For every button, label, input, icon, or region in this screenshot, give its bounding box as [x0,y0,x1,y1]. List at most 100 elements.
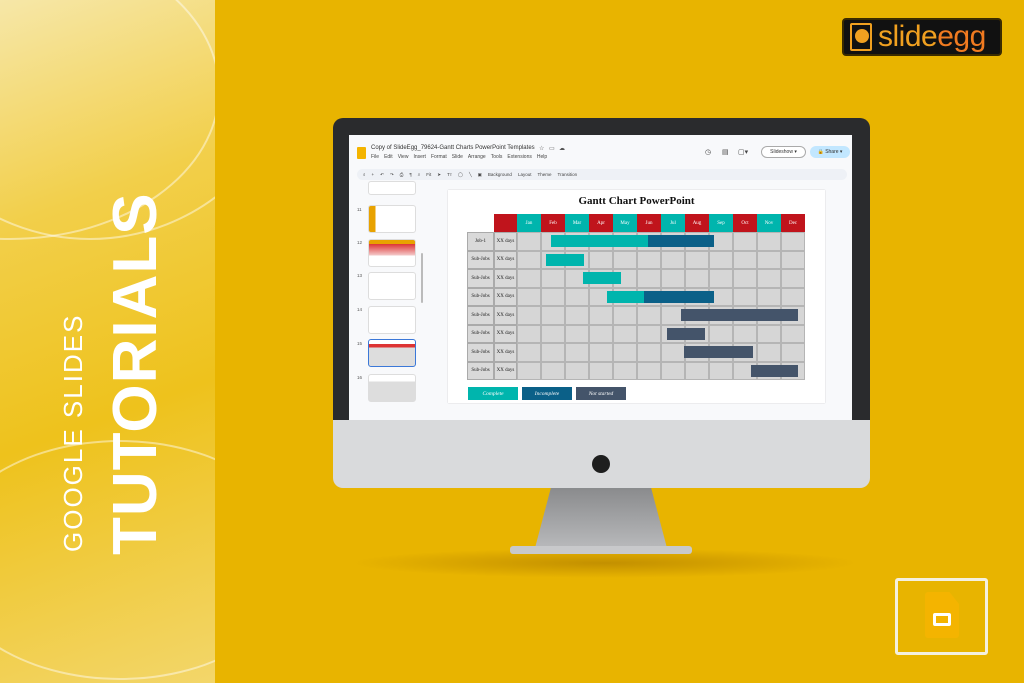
search-icon[interactable]: ⌕ [363,172,366,177]
slide-thumbnail[interactable] [368,374,416,402]
row-duration: XX days [494,232,517,251]
month-header: Jul [661,214,685,232]
gantt-chart: Jan Feb Mar Apr May Jun Jul Aug Sep Oct Nov Dec Job-… [448,190,825,403]
logo-text: egg [937,20,986,53]
logo-text: slide [878,20,938,53]
menu-slide[interactable]: Slide [451,154,463,160]
row-label: Sub-Jobs [467,287,494,306]
line-icon[interactable]: ╲ [468,171,472,177]
layout-button[interactable]: Layout [517,172,532,177]
header-label-cell [494,214,517,232]
grid-cell [733,324,757,343]
grid-cell [685,361,709,380]
menu-view[interactable]: View [397,154,409,160]
menu-format[interactable]: Format [430,154,447,160]
slideshow-button[interactable]: Slideshow ▾ [761,146,806,158]
star-icon[interactable]: ☆ [539,146,545,152]
grid-cell [709,269,733,288]
slide-thumbnail[interactable] [368,205,416,233]
paint-format-icon[interactable]: ¶ [409,172,412,177]
grid-cell [517,287,541,306]
grid-cell [589,250,613,269]
grid-cell [685,269,709,288]
row-duration: XX days [494,250,517,269]
gantt-bar-not-started [683,346,754,358]
legend-item: Not started [576,387,626,400]
gantt-bar-not-started [751,364,798,377]
grid-cell [733,287,757,306]
grid-cell [757,287,781,306]
comments-icon[interactable]: ▤ [722,149,729,156]
add-icon[interactable]: + [371,172,375,177]
menu-insert[interactable]: Insert [413,154,426,160]
grid-cell [781,343,805,362]
select-icon[interactable]: ➤ [437,171,442,177]
gantt-bar-complete [607,290,645,303]
decorative-curve [0,440,215,680]
menu-edit[interactable]: Edit [384,154,393,160]
folder-icon[interactable]: ▭ [549,146,555,152]
grid-cell [661,343,685,362]
month-header: Jan [517,214,541,232]
grid-cell [757,250,781,269]
decorative-curve [0,0,215,240]
gantt-bar-complete [545,253,585,266]
month-header: Oct [733,214,757,232]
google-slides-badge [895,578,988,655]
grid-cell [517,306,541,325]
comment-icon[interactable]: ▣ [477,171,482,177]
slide-thumbnail[interactable] [368,239,416,267]
grid-cell [613,324,637,343]
background-button[interactable]: Background [487,172,512,177]
menu-file[interactable]: File [371,154,380,160]
zoom-icon[interactable]: ⌕ [417,172,421,177]
cloud-icon[interactable]: ☁ [559,146,565,152]
grid-cell [541,306,565,325]
theme-button[interactable]: Theme [537,172,552,177]
thumbnails-scrollbar[interactable] [421,253,423,303]
meet-icon[interactable]: ▢▾ [738,149,749,156]
zoom-select[interactable]: Fit [426,172,432,177]
grid-cell [517,343,541,362]
row-duration: XX days [494,306,517,325]
slides-app-icon[interactable] [357,147,366,159]
document-title[interactable]: Copy of SlideEgg_79624-Gantt Charts Powe… [371,145,535,151]
slide-thumbnail-selected[interactable] [368,339,416,367]
grid-cell [541,287,565,306]
shape-icon[interactable]: ◯ [457,171,463,177]
grid-cell [517,250,541,269]
row-duration: XX days [494,343,517,362]
textbox-icon[interactable]: Tт [447,172,452,177]
menu-arrange[interactable]: Arrange [467,154,486,160]
print-icon[interactable]: ⎙ [399,172,404,177]
redo-icon[interactable]: ↷ [389,171,394,177]
grid-cell [637,306,661,325]
grid-cell [661,361,685,380]
gantt-bar-not-started [681,309,798,321]
slide-thumbnail[interactable] [368,272,416,300]
legend-item: Incomplete [522,387,572,400]
grid-cell [565,287,589,306]
slide-number: 11 [357,207,362,212]
slide-canvas[interactable]: Gantt Chart PowerPoint Jan Feb Mar Apr May Ju… [448,190,825,403]
grid-cell [757,324,781,343]
slide-thumbnail[interactable] [368,181,416,195]
month-header: May [613,214,637,232]
grid-cell [661,250,685,269]
grid-cell [613,361,637,380]
share-button[interactable]: 🔒 Share ▾ [810,146,850,158]
undo-icon[interactable]: ↶ [380,171,384,177]
slide-thumbnail[interactable] [368,306,416,334]
grid-cell [565,361,589,380]
gantt-bar-complete [550,235,648,247]
menu-extensions[interactable]: Extensions [507,154,532,160]
transition-button[interactable]: Transition [557,172,578,177]
grid-cell [517,361,541,380]
menu-tools[interactable]: Tools [490,154,503,160]
menu-help[interactable]: Help [536,154,548,160]
grid-cell [565,343,589,362]
slideshow-label: Slideshow [770,149,793,155]
history-icon[interactable]: ◷ [705,149,712,156]
grid-cell [589,343,613,362]
monitor-base [510,546,692,554]
